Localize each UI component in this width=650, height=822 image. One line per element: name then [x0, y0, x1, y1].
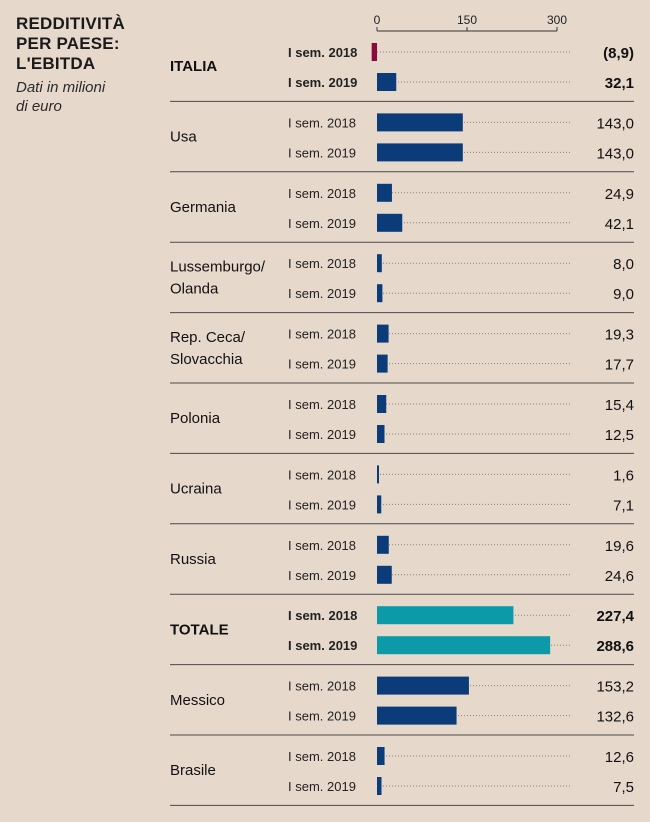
value-label: 153,2	[596, 679, 634, 696]
period-label: I sem. 2018	[288, 327, 356, 342]
value-label: (8,9)	[603, 45, 634, 62]
value-label: 227,4	[596, 608, 634, 625]
group-name: Lussemburgo/Olanda	[170, 258, 266, 297]
value-label: 7,5	[613, 779, 634, 796]
period-label: I sem. 2019	[288, 779, 356, 794]
period-label: I sem. 2019	[288, 497, 356, 512]
axis-tick-label: 300	[547, 13, 567, 27]
value-label: 1,6	[613, 467, 634, 484]
group-name: Usa	[170, 129, 197, 146]
bar	[377, 113, 463, 132]
axis-tick-label: 150	[457, 13, 477, 27]
bar	[377, 495, 382, 514]
value-label: 143,0	[596, 145, 634, 162]
bar	[377, 606, 514, 625]
period-label: I sem. 2019	[288, 568, 356, 583]
group-name: Brasile	[170, 762, 216, 779]
period-label: I sem. 2019	[288, 357, 356, 372]
group-name: Polonia	[170, 410, 221, 427]
chart-subtitle: Dati in milioni di euro	[16, 79, 106, 115]
bar	[377, 777, 382, 795]
group-name: Germania	[170, 199, 237, 216]
group-name: Russia	[170, 551, 217, 568]
period-label: I sem. 2018	[288, 397, 356, 412]
period-label: I sem. 2018	[288, 256, 356, 271]
period-label: I sem. 2019	[288, 638, 357, 653]
period-label: I sem. 2018	[288, 186, 356, 201]
period-label: I sem. 2018	[288, 679, 356, 694]
period-label: I sem. 2019	[288, 145, 356, 160]
period-label: I sem. 2018	[288, 538, 356, 553]
value-label: 143,0	[596, 115, 634, 132]
period-label: I sem. 2019	[288, 286, 356, 301]
value-label: 132,6	[596, 709, 634, 726]
bar	[377, 354, 388, 373]
value-label: 17,7	[605, 357, 634, 374]
value-label: 24,9	[605, 186, 634, 203]
value-label: 42,1	[605, 216, 634, 233]
value-label: 7,1	[613, 497, 634, 514]
period-label: I sem. 2019	[288, 709, 356, 724]
group-name: Messico	[170, 692, 225, 709]
bar	[371, 43, 377, 61]
period-label: I sem. 2019	[288, 75, 357, 90]
bar	[377, 73, 397, 91]
group-name: ITALIA	[170, 58, 217, 75]
bar	[377, 747, 385, 765]
value-label: 24,6	[605, 568, 634, 585]
period-label: I sem. 2018	[288, 749, 356, 764]
bar	[377, 465, 379, 484]
period-label: I sem. 2018	[288, 45, 357, 60]
bar	[377, 535, 389, 554]
bar	[377, 425, 385, 443]
period-label: I sem. 2018	[288, 467, 356, 482]
value-label: 15,4	[605, 397, 634, 414]
period-label: I sem. 2018	[288, 608, 357, 623]
bar	[377, 676, 469, 695]
value-label: 12,6	[605, 749, 634, 766]
bar	[377, 213, 403, 232]
chart-title: REDDITIVITÀ PER PAESE: L'EBITDA	[16, 14, 125, 73]
value-label: 19,3	[605, 327, 634, 344]
bar	[377, 183, 392, 202]
period-label: I sem. 2018	[288, 115, 356, 130]
group-name: Rep. Ceca/Slovacchia	[170, 329, 246, 368]
axis-tick-label: 0	[374, 13, 381, 27]
bar	[377, 636, 551, 655]
value-label: 12,5	[605, 427, 634, 444]
group-name: TOTALE	[170, 621, 229, 638]
value-label: 8,0	[613, 256, 634, 273]
bar	[377, 706, 457, 725]
value-label: 9,0	[613, 286, 634, 303]
bar	[377, 395, 387, 413]
value-label: 19,6	[605, 538, 634, 555]
bar	[377, 324, 389, 343]
bar	[377, 254, 382, 273]
chart-header: REDDITIVITÀ PER PAESE: L'EBITDA Dati in …	[16, 14, 166, 116]
value-label: 32,1	[605, 75, 634, 92]
bar	[377, 565, 392, 584]
period-label: I sem. 2019	[288, 427, 356, 442]
bar	[377, 143, 463, 162]
value-label: 288,6	[596, 638, 634, 655]
group-name: Ucraina	[170, 481, 222, 498]
period-label: I sem. 2019	[288, 216, 356, 231]
bar	[377, 284, 383, 303]
